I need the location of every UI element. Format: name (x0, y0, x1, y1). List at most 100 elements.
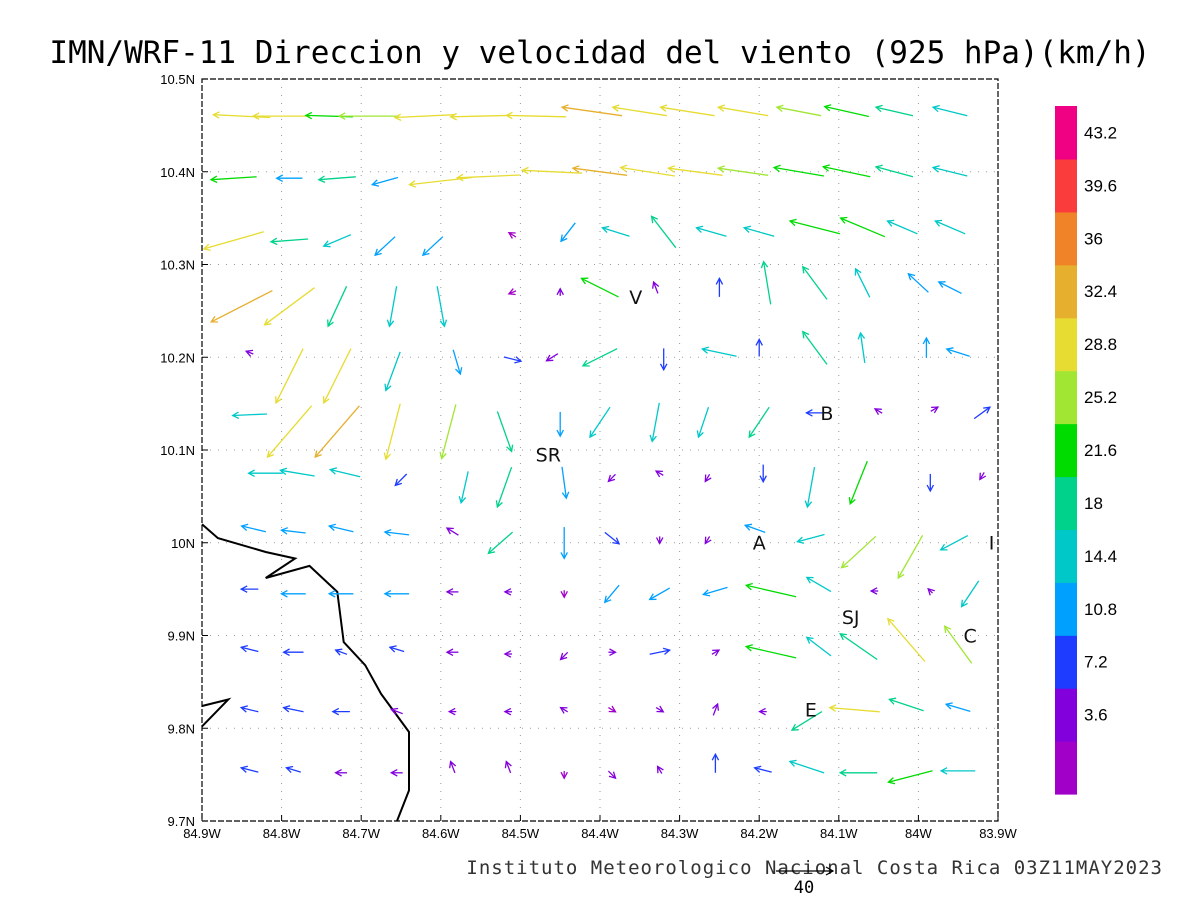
vector-head (659, 363, 668, 372)
wind-vector (926, 473, 935, 493)
vector-shaft (839, 633, 878, 661)
colorbar-swatch (1055, 635, 1077, 689)
y-tick-label: 9.9N (168, 629, 195, 644)
wind-vector (839, 633, 878, 661)
vector-head (506, 444, 514, 453)
wind-vector (656, 765, 664, 774)
vector-head (654, 470, 663, 478)
vector-head (507, 288, 516, 296)
wind-vector (937, 281, 962, 294)
wind-vector (801, 330, 828, 365)
vector-shaft (754, 767, 772, 773)
vector-shaft (286, 767, 301, 773)
wind-vector (370, 176, 399, 187)
wind-vector (507, 231, 517, 239)
vector-head (609, 648, 617, 656)
vector-head (748, 430, 756, 439)
vector-head (560, 590, 568, 599)
vector-shaft (907, 273, 929, 293)
vector-head (886, 219, 895, 227)
vector-head (240, 523, 249, 531)
vector-shaft (409, 176, 473, 186)
x-tick-label: 84.5W (502, 826, 540, 841)
wind-vector (943, 625, 973, 664)
vector-head (285, 765, 294, 774)
vector-head (650, 215, 659, 224)
vector-head (701, 589, 711, 597)
wind-vector (701, 586, 728, 597)
vector-head (556, 287, 564, 296)
vector-shaft (651, 402, 660, 442)
vector-head (601, 225, 610, 234)
vector-shaft (889, 698, 924, 712)
vector-shaft (210, 290, 273, 323)
vector-head (696, 430, 704, 439)
wind-vector (601, 225, 630, 237)
vector-head (559, 706, 568, 714)
vector-shaft (213, 114, 271, 119)
vector-shaft (938, 281, 962, 294)
station-label: E (805, 700, 817, 722)
x-axis-ticks: 84.9W 84.8W 84.7W 84.6W 84.5W 84.4W 84.3W 84.2W… (183, 815, 1018, 841)
vector-head (805, 409, 813, 417)
vector-head (744, 644, 753, 652)
wind-vector (604, 531, 621, 545)
wind-vector (659, 104, 715, 117)
wind-vector (503, 650, 512, 658)
vector-head (445, 648, 454, 656)
vector-head (503, 650, 512, 658)
wind-vector (421, 236, 444, 257)
vector-head (327, 523, 336, 531)
vector-head (445, 527, 454, 535)
vector-shaft (374, 236, 396, 256)
vector-shaft (841, 535, 877, 569)
wind-vector (659, 348, 668, 372)
station-label: V (629, 287, 642, 309)
vector-head (389, 769, 398, 777)
vector-head (652, 280, 660, 289)
wind-vector (887, 770, 933, 785)
vector-head (279, 467, 288, 476)
vector-head (275, 396, 282, 405)
wind-vector (607, 473, 616, 483)
vector-head (545, 354, 554, 362)
vector-head (700, 346, 709, 354)
wind-vector (322, 234, 352, 248)
vector-shaft (651, 216, 677, 249)
vector-head (571, 165, 580, 173)
coastline-segment (201, 697, 232, 728)
wind-vector (452, 349, 463, 376)
vector-shaft (823, 166, 871, 178)
wind-vector (503, 707, 512, 716)
wind-vector (695, 225, 727, 237)
wind-vector (939, 535, 969, 551)
vector-head (801, 265, 810, 274)
vector-head (943, 625, 952, 634)
wind-vector (711, 752, 720, 773)
wind-vector (388, 645, 405, 653)
coastline-segment (201, 523, 410, 822)
wind-vector (960, 580, 980, 608)
wind-vector (503, 356, 523, 364)
wind-vector (979, 472, 987, 481)
x-tick-label: 84.9W (183, 826, 221, 841)
wind-vector (839, 216, 886, 238)
vector-shaft (945, 703, 971, 713)
station-label: B (820, 403, 833, 425)
wind-vector (758, 707, 767, 716)
vector-shaft (281, 529, 306, 534)
wind-vector (445, 527, 459, 536)
wind-vector (209, 290, 273, 323)
vector-head (608, 705, 617, 713)
vector-head (874, 104, 883, 113)
wind-vector (873, 408, 883, 416)
wind-vector (744, 644, 797, 659)
wind-vector (334, 648, 348, 656)
vector-shaft (323, 348, 352, 404)
vector-head (386, 319, 395, 328)
vector-head (556, 429, 564, 438)
vector-head (239, 705, 248, 713)
vector-head (848, 497, 856, 506)
vector-shaft (522, 169, 583, 174)
